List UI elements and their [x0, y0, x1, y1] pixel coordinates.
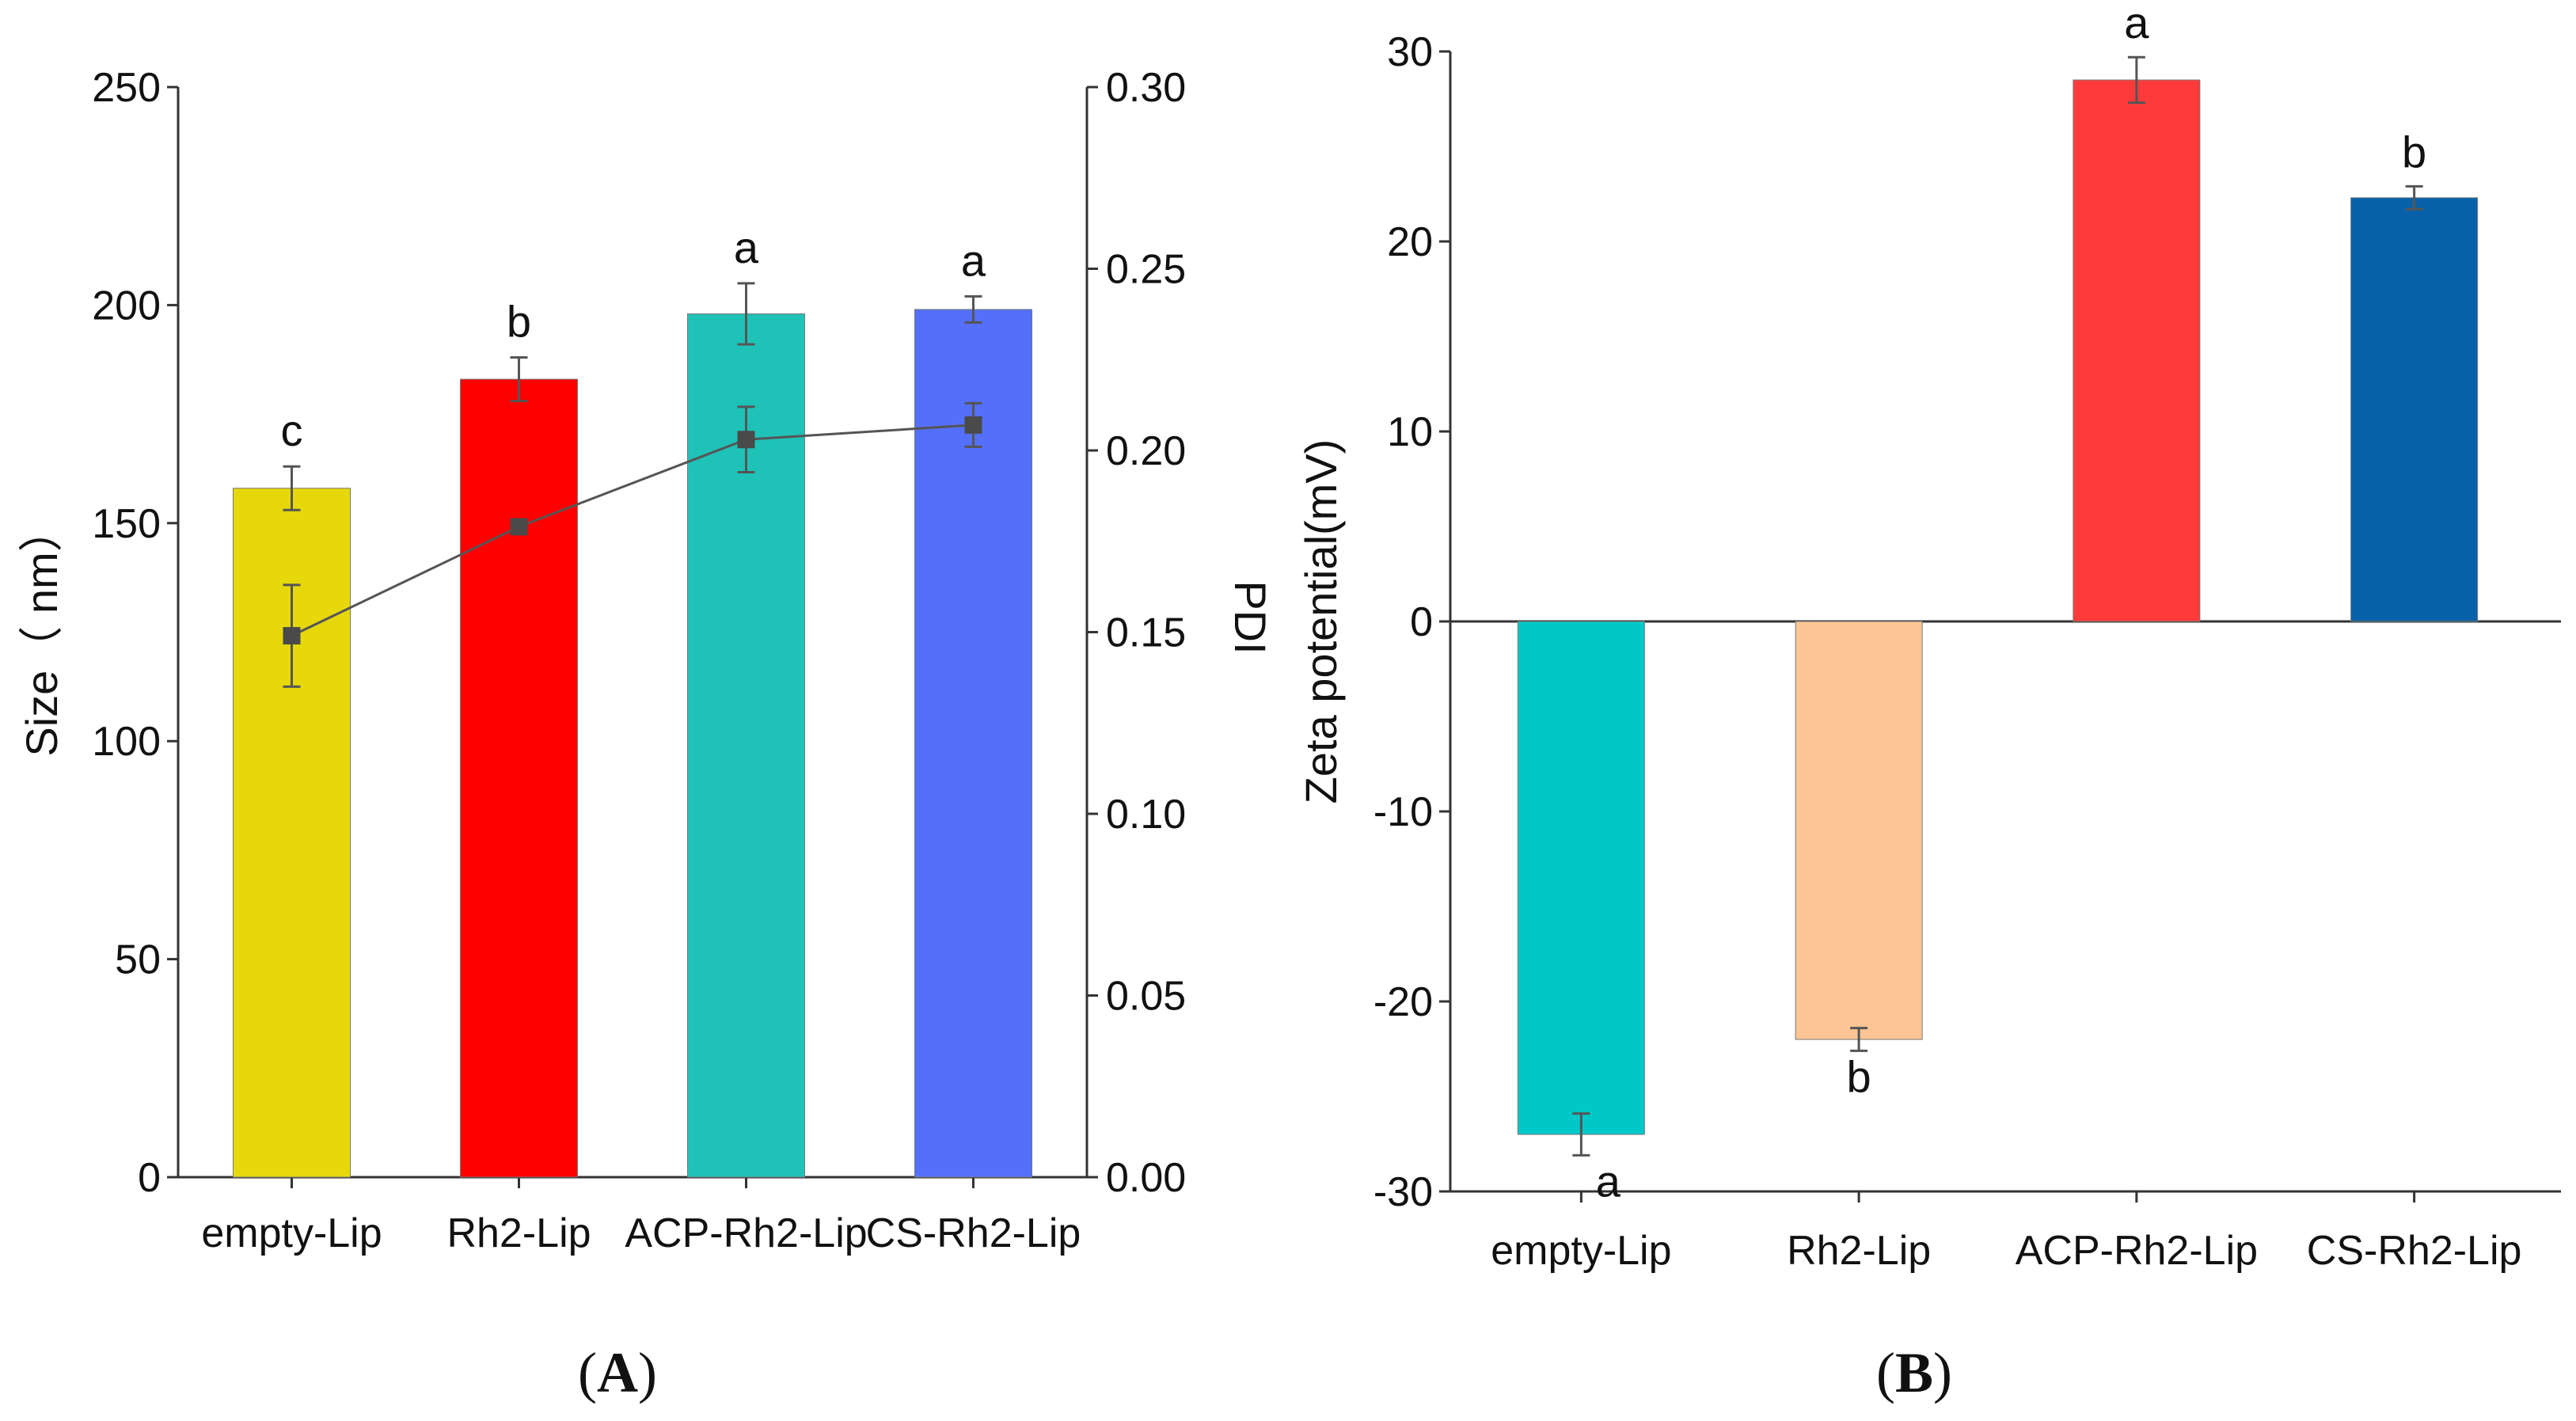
y-tick-label-left: 150	[92, 501, 161, 547]
y-axis-title: Zeta potential(mV)	[1296, 439, 1346, 804]
x-tick-label: Rh2-Lip	[446, 1210, 591, 1256]
chart-panel-a: 0 50 100 150 200 250 0.00 0.05 0.10 0.15 0.20 0.25 0…	[17, 65, 1275, 1256]
significance-letter: a	[1596, 1156, 1621, 1206]
pdi-point	[964, 416, 982, 434]
y-tick-label-right: 0.00	[1106, 1155, 1186, 1201]
significance-letter: a	[734, 222, 759, 272]
significance-letter: b	[1847, 1051, 1871, 1101]
y-tick-label-right: 0.25	[1106, 247, 1186, 293]
y-tick-label: 0	[1410, 599, 1433, 645]
pdi-line	[291, 424, 974, 637]
pdi-point	[283, 627, 301, 645]
y-tick-label-left: 0	[138, 1155, 161, 1201]
bar-Rh2-Lip	[1795, 621, 1923, 1040]
y-tick-label: -10	[1373, 789, 1433, 835]
y-tick-label-left: 50	[115, 937, 161, 983]
bar-empty-Lip	[1517, 621, 1645, 1135]
y-tick-label-right: 0.15	[1106, 610, 1186, 656]
y-tick-label: -20	[1373, 979, 1433, 1025]
y-tick-label-left: 250	[92, 65, 161, 111]
bar-CS-Rh2-Lip	[2350, 197, 2479, 622]
x-tick-label: CS-Rh2-Lip	[2307, 1228, 2522, 1274]
y-tick-label-right: 0.30	[1106, 65, 1186, 111]
y-tick-label-left: 100	[92, 719, 161, 765]
y-tick-label-right: 0.20	[1106, 428, 1186, 474]
x-tick-label: empty-Lip	[201, 1210, 382, 1256]
y-tick-label-left: 200	[92, 283, 161, 329]
x-tick-label: Rh2-Lip	[1787, 1228, 1931, 1274]
chart-panel-b: -30 -20 -10 0 10 20 30 Zeta potential(mV) empty-…	[1296, 0, 2561, 1274]
significance-letter: c	[281, 405, 303, 455]
x-tick-label: ACP-Rh2-Lip	[625, 1210, 867, 1256]
significance-letter: b	[2402, 127, 2426, 177]
panel-label-b: (B)	[1876, 1341, 1952, 1404]
significance-letter: b	[507, 296, 531, 346]
y-tick-label: 10	[1387, 409, 1433, 455]
y-tick-label-right: 0.10	[1106, 792, 1186, 838]
significance-letter: a	[2124, 0, 2149, 47]
y-tick-label-right: 0.05	[1106, 974, 1186, 1020]
bar-CS-Rh2-Lip	[914, 309, 1032, 1178]
bar-ACP-Rh2-Lip	[2073, 79, 2201, 622]
x-tick-label: empty-Lip	[1491, 1228, 1671, 1274]
y-tick-label: -30	[1373, 1169, 1433, 1215]
x-tick-label: ACP-Rh2-Lip	[2016, 1228, 2258, 1274]
y-tick-label: 30	[1387, 29, 1433, 75]
panel-label-a: (A)	[578, 1341, 657, 1404]
y-axis-title-left: Size（ nm）	[17, 507, 66, 756]
pdi-point	[510, 518, 528, 536]
significance-letter: a	[961, 235, 986, 285]
pdi-point	[737, 431, 755, 449]
y-tick-label: 20	[1387, 219, 1433, 265]
bar-Rh2-Lip	[460, 378, 578, 1178]
x-tick-label: CS-Rh2-Lip	[866, 1210, 1081, 1256]
y-axis-title-right: PDI	[1225, 580, 1275, 654]
